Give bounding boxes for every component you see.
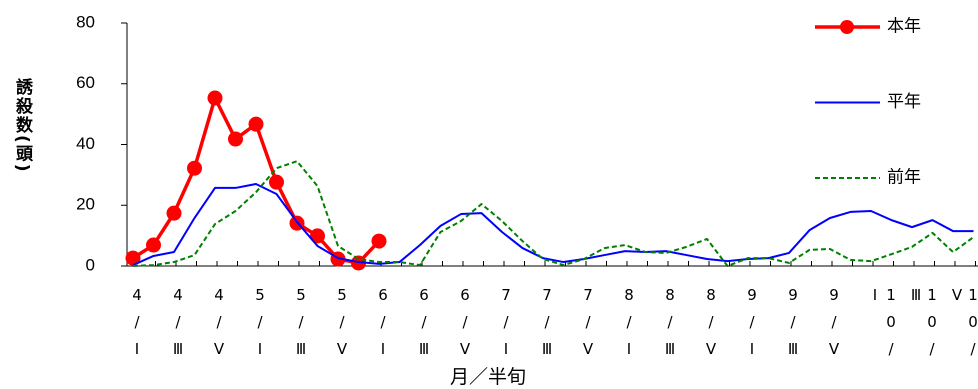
x-tick-label: 5/Ⅰ — [251, 286, 269, 367]
y-tick-label: 0 — [86, 255, 95, 274]
x-tick-label: 6/Ⅴ — [456, 286, 474, 367]
x-tick-label: 8/Ⅴ — [702, 286, 720, 367]
x-tick-label: 10/Ⅴ — [948, 286, 978, 367]
x-tick-label: 4/Ⅰ — [128, 286, 146, 367]
x-tick-label: 5/Ⅲ — [292, 286, 310, 367]
series-marker — [125, 250, 141, 266]
legend-label: 前年 — [887, 167, 921, 186]
x-tick-label: 4/Ⅴ — [210, 286, 228, 367]
series-marker — [269, 174, 284, 190]
x-tick-label: 5/Ⅴ — [333, 286, 351, 367]
y-tick-label: 40 — [76, 134, 95, 153]
series-line — [132, 182, 974, 267]
x-tick-label: 9/Ⅰ — [743, 286, 761, 367]
series-marker — [371, 233, 387, 249]
x-tick-label: 10/Ⅲ — [907, 286, 941, 367]
x-tick-label: 9/Ⅴ — [825, 286, 843, 367]
series-marker — [248, 116, 264, 132]
series-marker — [146, 237, 161, 253]
x-tick-label: 6/Ⅰ — [374, 286, 392, 367]
x-axis-label: 月／半旬 — [450, 366, 527, 388]
x-tick-label: 9/Ⅲ — [784, 286, 802, 367]
x-tick-label: 4/Ⅲ — [169, 286, 187, 367]
legend-marker — [840, 20, 854, 34]
x-tick-label: 8/Ⅲ — [661, 286, 679, 367]
series-marker — [187, 160, 202, 176]
x-tick-label: 6/Ⅲ — [415, 286, 433, 367]
x-tick-label: 7/Ⅰ — [497, 286, 515, 367]
legend-label: 平年 — [887, 92, 921, 111]
x-tick-label: 7/Ⅴ — [579, 286, 597, 367]
series-line — [132, 160, 975, 267]
legend-label: 本年 — [887, 16, 921, 35]
series-marker — [166, 205, 182, 221]
y-tick-label: 80 — [76, 12, 95, 31]
x-tick-label: 7/Ⅲ — [538, 286, 556, 367]
y-axis-label: 誘殺数(頭) — [12, 78, 32, 174]
series-marker — [310, 228, 325, 244]
x-tick-label: 10/Ⅰ — [866, 286, 900, 367]
series-marker — [228, 131, 243, 147]
series-marker — [207, 90, 223, 106]
y-tick-label: 20 — [76, 195, 95, 214]
x-tick-label: 8/Ⅰ — [620, 286, 638, 367]
y-tick-label: 60 — [76, 73, 95, 92]
